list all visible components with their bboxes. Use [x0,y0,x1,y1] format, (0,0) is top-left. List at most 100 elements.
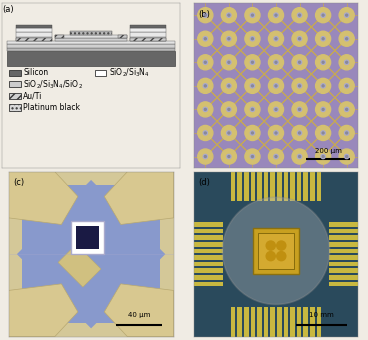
Circle shape [344,60,349,64]
Circle shape [198,55,213,70]
Circle shape [198,7,213,23]
Circle shape [339,125,354,140]
Circle shape [245,102,260,117]
Circle shape [269,78,283,94]
Circle shape [250,154,255,159]
Bar [329,229,358,233]
Circle shape [275,61,277,63]
Circle shape [265,251,276,261]
Bar [16,32,52,36]
Circle shape [322,85,324,87]
Circle shape [275,38,277,40]
Circle shape [221,125,236,140]
Bar [223,201,329,307]
Circle shape [251,132,254,134]
Circle shape [274,13,278,17]
Bar [244,172,249,201]
Bar [264,172,268,201]
Circle shape [204,132,206,134]
Circle shape [321,107,325,112]
Circle shape [321,154,325,159]
Circle shape [321,60,325,64]
Circle shape [292,149,307,164]
Circle shape [292,78,307,94]
Bar [118,35,127,38]
Circle shape [276,240,287,251]
Circle shape [198,102,213,117]
Circle shape [204,85,206,87]
Bar [9,93,21,99]
Circle shape [203,37,208,41]
Circle shape [222,197,330,304]
Circle shape [344,84,349,88]
Circle shape [276,251,287,261]
Bar [329,282,358,286]
Circle shape [228,85,230,87]
Circle shape [245,149,260,164]
Bar [16,28,52,32]
Circle shape [298,108,301,111]
Circle shape [274,37,278,41]
Text: SiO$_2$/Si$_3$N$_4$: SiO$_2$/Si$_3$N$_4$ [109,67,150,79]
Bar [16,38,52,41]
Circle shape [316,149,331,164]
Bar [316,307,321,337]
Bar [55,35,127,38]
Bar [130,28,166,32]
Bar [290,172,295,201]
Circle shape [346,108,348,111]
Circle shape [204,38,206,40]
Circle shape [292,31,307,46]
Circle shape [250,107,255,112]
Circle shape [228,61,230,63]
Bar [55,38,127,41]
Circle shape [198,149,213,164]
Circle shape [346,38,348,40]
Circle shape [298,85,301,87]
Bar [329,235,358,240]
Circle shape [228,156,230,157]
Circle shape [322,132,324,134]
Circle shape [297,13,302,17]
Circle shape [275,14,277,16]
Circle shape [275,108,277,111]
Circle shape [297,60,302,64]
Text: 40 μm: 40 μm [128,312,150,319]
Circle shape [251,85,254,87]
Circle shape [346,132,348,134]
Bar [329,268,358,273]
Circle shape [274,60,278,64]
Text: 200 μm: 200 μm [315,148,342,154]
Circle shape [251,108,254,111]
Circle shape [203,13,208,17]
Circle shape [221,55,236,70]
Circle shape [316,31,331,46]
Bar [258,233,294,269]
Circle shape [346,85,348,87]
Circle shape [251,156,254,157]
Circle shape [322,38,324,40]
Polygon shape [104,172,174,224]
Bar [277,172,282,201]
Circle shape [297,107,302,112]
Circle shape [339,149,354,164]
Bar [194,229,223,233]
Circle shape [203,154,208,159]
Circle shape [292,55,307,70]
Bar [55,35,64,38]
Text: (b): (b) [198,10,210,19]
Circle shape [275,156,277,157]
Circle shape [204,156,206,157]
Circle shape [245,31,260,46]
Circle shape [297,84,302,88]
Bar [194,268,223,273]
Circle shape [292,125,307,140]
Bar [9,70,21,76]
Circle shape [245,78,260,94]
Circle shape [275,132,277,134]
Bar [316,172,321,201]
Text: Au/Ti: Au/Ti [23,91,43,100]
Bar [297,307,301,337]
Bar [22,185,160,323]
Bar [310,172,315,201]
